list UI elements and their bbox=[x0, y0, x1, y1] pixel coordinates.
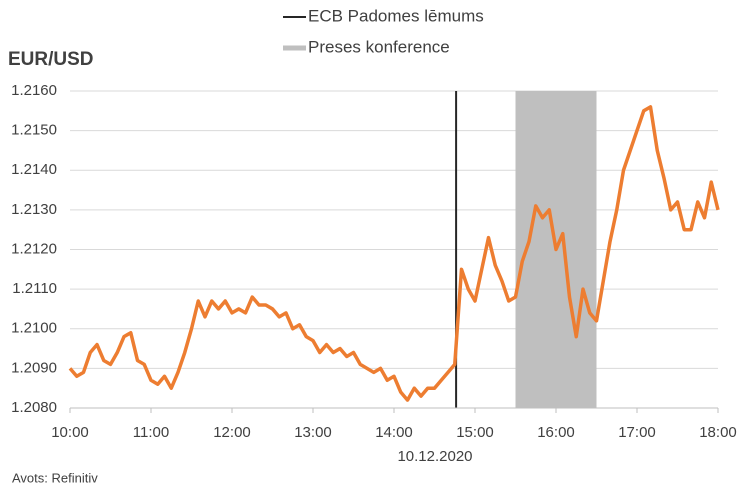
x-tick-label: 15:00 bbox=[456, 424, 494, 441]
y-tick-label: 1.2120 bbox=[11, 240, 57, 257]
legend-label: Preses konference bbox=[308, 37, 450, 56]
y-tick-label: 1.2130 bbox=[11, 201, 57, 218]
y-tick-label: 1.2150 bbox=[11, 122, 57, 139]
y-tick-label: 1.2080 bbox=[11, 399, 57, 416]
y-tick-label: 1.2140 bbox=[11, 161, 57, 178]
source: Avots: Refinitiv bbox=[12, 470, 98, 485]
x-tick-label: 16:00 bbox=[537, 424, 575, 441]
y-tick-label: 1.2160 bbox=[11, 82, 57, 99]
y-tick-label: 1.2090 bbox=[11, 359, 57, 376]
x-tick-label: 10:00 bbox=[51, 424, 89, 441]
x-axis-label: 10.12.2020 bbox=[397, 448, 472, 465]
x-tick-label: 13:00 bbox=[294, 424, 332, 441]
x-tick-label: 17:00 bbox=[618, 424, 656, 441]
x-tick-label: 18:00 bbox=[699, 424, 737, 441]
x-tick-label: 14:00 bbox=[375, 424, 413, 441]
legend-label: ECB Padomes lēmums bbox=[308, 6, 484, 25]
x-tick-label: 12:00 bbox=[213, 424, 251, 441]
chart-title: EUR/USD bbox=[8, 49, 94, 70]
x-tick-label: 11:00 bbox=[133, 424, 169, 441]
y-tick-label: 1.2100 bbox=[11, 320, 57, 337]
y-tick-label: 1.2110 bbox=[12, 280, 57, 297]
price-line bbox=[68, 105, 720, 402]
